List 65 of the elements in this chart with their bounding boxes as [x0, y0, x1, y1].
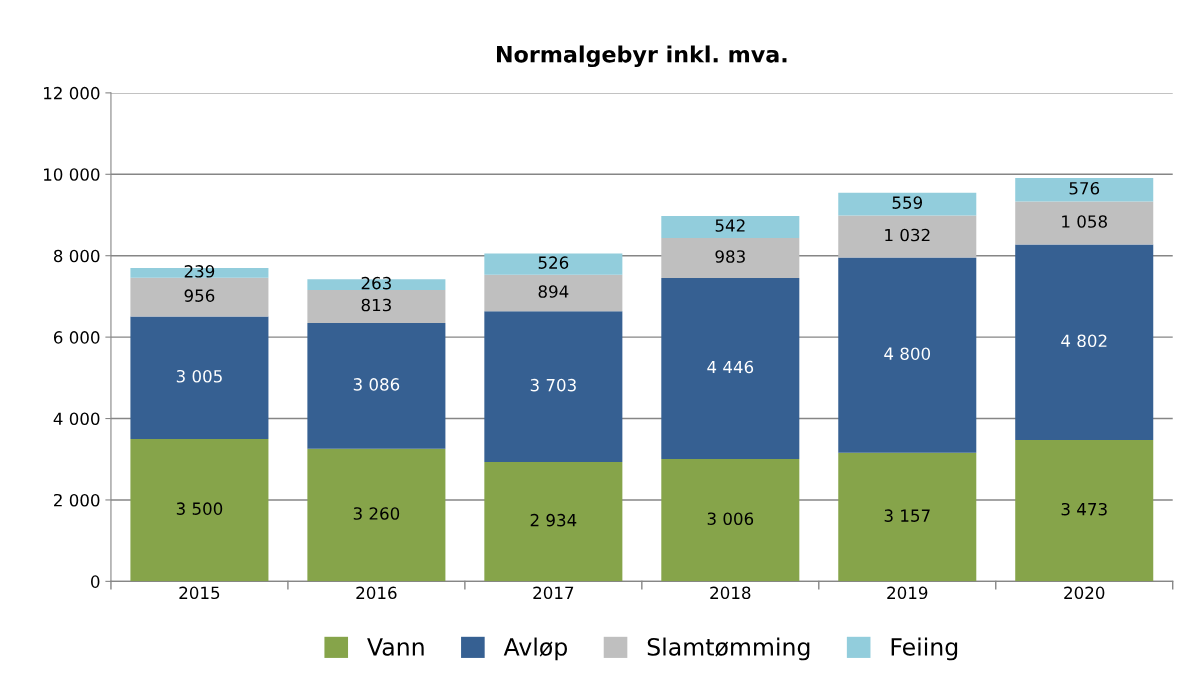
bar: [484, 274, 623, 312]
chart-title: Normalgebyr inkl. mva.: [497, 45, 787, 68]
data-label: 239: [184, 265, 215, 278]
y-tick-label: 8 000: [53, 249, 100, 263]
data-label: 526: [538, 256, 569, 269]
data-label: 1 032: [885, 228, 930, 242]
data-label: 4 446: [707, 360, 754, 374]
bar: [130, 438, 269, 582]
bar: [1015, 201, 1154, 245]
bar: [130, 277, 269, 317]
data-label: 559: [892, 196, 923, 209]
bar: [307, 448, 446, 582]
bar: [661, 215, 800, 238]
data-label: 1 058: [1062, 215, 1107, 228]
x-tick-label: 2017: [533, 586, 574, 600]
bar: [484, 311, 623, 462]
data-label: 3 157: [884, 509, 930, 522]
y-tick-label: 0: [91, 575, 100, 588]
data-label: 983: [715, 250, 745, 263]
bar: [661, 278, 800, 459]
bar: [307, 323, 446, 449]
data-label: 3 260: [353, 507, 400, 520]
x-tick-label: 2019: [887, 586, 928, 600]
data-label: 542: [715, 219, 745, 232]
data-label: 3 086: [353, 378, 400, 391]
data-label: 3 703: [530, 378, 576, 392]
x-tick-label: 2020: [1064, 586, 1105, 600]
legend-label: Avløp: [503, 637, 567, 661]
bar: [838, 452, 977, 582]
data-label: 3 500: [176, 502, 223, 515]
bar: [661, 459, 800, 582]
data-label: 813: [361, 298, 391, 312]
x-tick-label: 2018: [710, 586, 751, 600]
bar: [484, 461, 623, 582]
bar: [838, 192, 977, 216]
y-tick-label: 2 000: [54, 493, 100, 507]
data-label: 2 934: [530, 513, 577, 527]
bar: [1015, 178, 1154, 202]
legend-label: Vann: [367, 638, 424, 656]
y-tick-label: 12 000: [44, 86, 100, 100]
data-label: 576: [1069, 181, 1100, 195]
bar: [307, 289, 446, 324]
bar: [1015, 244, 1154, 440]
legend-label: Feiing: [891, 637, 958, 661]
data-label: 3 005: [176, 369, 222, 383]
bar: [130, 316, 269, 439]
y-tick-label: 6 000: [53, 331, 100, 344]
bar: [130, 267, 269, 278]
bar: [1015, 439, 1154, 582]
data-label: 894: [538, 285, 569, 298]
data-label: 4 800: [884, 347, 931, 360]
data-label: 263: [361, 276, 391, 290]
data-label: 3 006: [707, 512, 754, 526]
data-label: 956: [184, 289, 215, 302]
bar: [838, 257, 977, 453]
y-tick-label: 10 000: [44, 168, 100, 181]
y-tick-label: 4 000: [53, 412, 100, 426]
data-label: 3 473: [1061, 502, 1107, 516]
bar: [484, 253, 623, 275]
data-label: 4 802: [1061, 334, 1107, 348]
bar: [838, 215, 977, 258]
legend-label: Slamtømming: [647, 637, 810, 661]
x-tick-label: 2016: [356, 586, 397, 600]
bar: [661, 238, 800, 279]
x-tick-label: 2015: [179, 586, 220, 600]
